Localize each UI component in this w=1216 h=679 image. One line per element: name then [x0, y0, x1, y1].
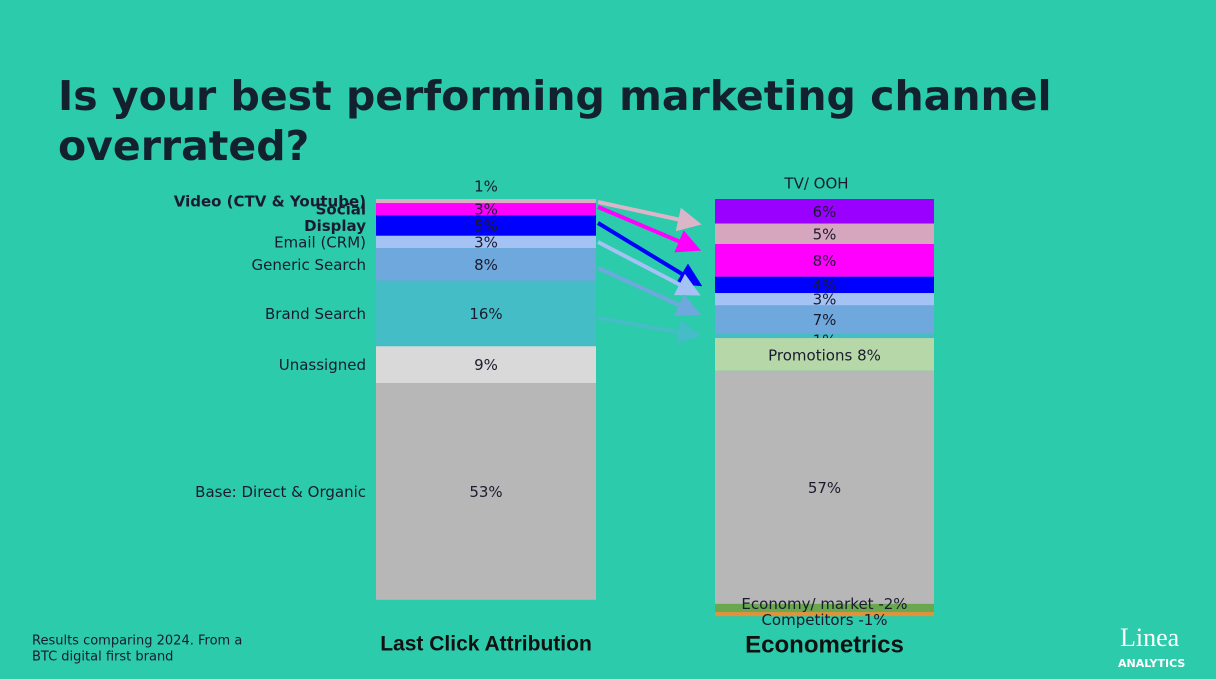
arrows — [596, 200, 703, 344]
value-label: 9% — [474, 356, 498, 374]
segment — [376, 235, 596, 249]
segment — [715, 305, 934, 334]
segment-label: Video (CTV & Youtube) — [174, 193, 366, 211]
segment-label: Competitors -1% — [761, 611, 887, 629]
segment — [715, 199, 934, 224]
segment-name: Economy/ market — [741, 594, 873, 612]
segment — [376, 346, 596, 384]
logo-tagline: ANALYTICS — [1118, 657, 1185, 670]
value-label: 1% — [474, 178, 498, 196]
column-title: Last Click Attribution — [380, 633, 592, 656]
segment-label: TV/ OOH — [783, 175, 848, 193]
column-title: Econometrics — [745, 631, 904, 658]
value-label: 3% — [474, 201, 498, 219]
value-label: -2% — [878, 594, 907, 612]
segment-label: Unassigned — [279, 356, 366, 374]
footnote: Results comparing 2024. From a — [32, 634, 242, 649]
value-label: 16% — [469, 305, 502, 323]
value-label: 57% — [808, 479, 841, 497]
footnote: BTC digital first brand — [32, 650, 173, 665]
segment-label: Economy/ market -2% — [741, 594, 907, 612]
value-label: 7% — [813, 311, 837, 329]
segment-label: Promotions 8% — [768, 346, 881, 364]
value-label: 6% — [813, 203, 837, 221]
value-label: -1% — [858, 611, 887, 629]
value-label: 4% — [813, 276, 837, 294]
segment-label: Social — [316, 201, 366, 219]
segment-label: Email (CRM) — [274, 233, 366, 251]
title: Is your best performing marketing channe… — [58, 72, 1052, 120]
segment — [715, 338, 934, 371]
value-label: 8% — [474, 256, 498, 274]
value-label: 5% — [813, 225, 837, 243]
logo-name: Linea — [1120, 623, 1180, 652]
segment-label: Display — [304, 217, 366, 235]
segment — [376, 248, 596, 281]
segment — [715, 333, 934, 339]
segment — [376, 215, 596, 236]
segment — [715, 276, 934, 294]
segment — [376, 280, 596, 347]
segment — [715, 603, 934, 613]
segment-label: Base: Direct & Organic — [195, 483, 366, 501]
value-label: 5% — [474, 217, 498, 235]
value-label: 8% — [813, 252, 837, 270]
segment — [715, 223, 934, 244]
value-label: 3% — [474, 233, 498, 251]
segment — [715, 370, 934, 604]
segment — [715, 293, 934, 306]
segment — [376, 383, 596, 600]
segment-label: Generic Search — [252, 256, 366, 274]
segment — [376, 203, 596, 216]
value-label: 53% — [469, 483, 502, 501]
value-label: 8% — [857, 346, 881, 364]
value-label: 3% — [813, 291, 837, 309]
segment — [376, 199, 596, 204]
segment — [715, 612, 934, 617]
segment — [715, 243, 934, 277]
segment-name: Promotions — [768, 346, 852, 364]
segment-label: Brand Search — [265, 305, 366, 323]
segment-name: Competitors — [761, 611, 853, 629]
title: overrated? — [58, 122, 309, 170]
